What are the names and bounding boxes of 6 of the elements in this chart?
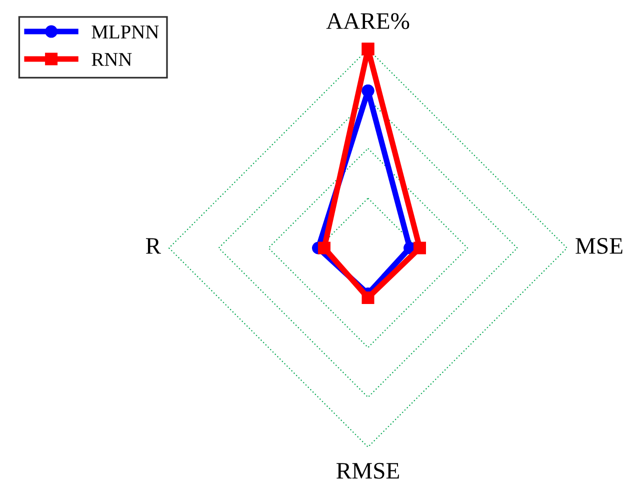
legend-label: RNN [92,53,132,66]
spoke-label: AARE% [326,13,410,30]
spoke-label: RMSE [336,462,399,479]
spoke-label: R [146,238,162,254]
spoke-label: MSE [576,238,622,254]
legend-label: MLPNN [92,26,159,38]
